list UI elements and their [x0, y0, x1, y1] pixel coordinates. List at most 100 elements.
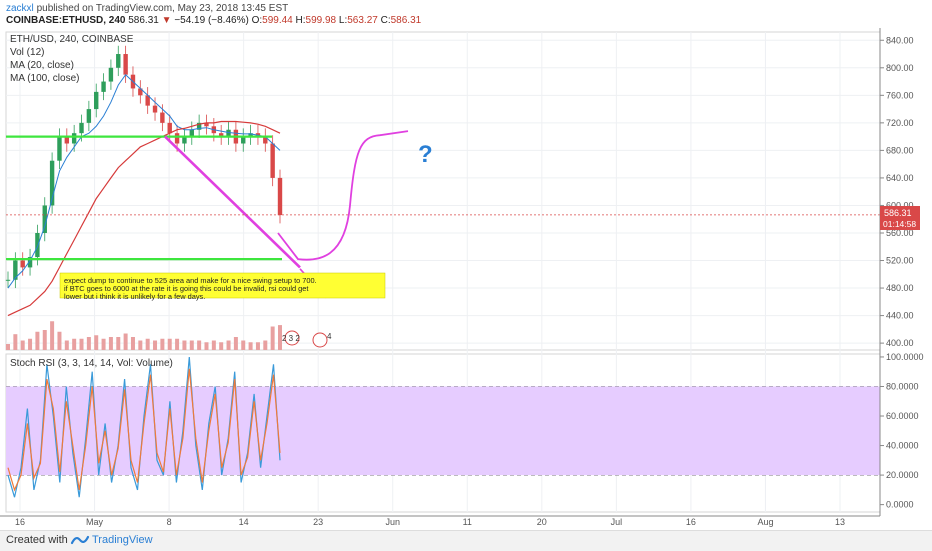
tradingview-logo-icon[interactable] [70, 533, 90, 547]
volume-bar [175, 338, 180, 350]
volume-bar [241, 340, 246, 350]
volume-bar [248, 342, 253, 350]
price-tick-label: 680.00 [886, 145, 914, 155]
price-badge-bg [880, 206, 920, 230]
volume-bar [57, 331, 62, 350]
volume-bar [50, 321, 55, 350]
volume-bar [255, 342, 260, 350]
volume-bar [130, 337, 135, 350]
trend-line[interactable] [164, 135, 301, 269]
candle-body [13, 260, 18, 280]
legend-ma100: MA (100, close) [10, 73, 79, 84]
volume-bar [160, 338, 165, 350]
candle-body [27, 257, 33, 268]
candle-body [49, 160, 55, 206]
high-value: 599.98 [305, 15, 337, 26]
time-tick-label: 11 [463, 517, 472, 527]
price-badge-countdown: 01:14:58 [883, 219, 916, 229]
volume-bar [35, 331, 40, 350]
footer: Created with TradingView [0, 530, 932, 551]
candle-body [138, 88, 143, 96]
volume-bar [20, 340, 25, 350]
price-tick-label: 480.00 [886, 283, 914, 293]
axes: 840.00 800.00 760.00 720.00 680.00 640.00 600.… [0, 28, 924, 527]
annotation-box [59, 272, 386, 299]
volume-bar [263, 340, 268, 350]
earnings-icon[interactable] [284, 330, 300, 346]
ohlc-bar: COINBASE:ETHUSD, 240 586.31 ▼ −54.19 (−8… [6, 15, 421, 27]
stoch-rsi-lines [7, 356, 281, 498]
open-value: 599.44 [262, 15, 293, 26]
volume-bars [6, 321, 282, 350]
time-tick-label: 8 [167, 517, 172, 527]
price-badge-price: 586.31 [884, 208, 912, 218]
stoch-rsi-line [7, 368, 281, 492]
high-label: H: [295, 15, 306, 26]
publish-info: published on TradingView.com, May 23, 20… [36, 3, 289, 14]
rsi-tick-label: 100.0000 [886, 352, 924, 362]
legend-ma20: MA (20, close) [10, 60, 74, 71]
candle-body [182, 136, 187, 144]
low-value: 563.27 [347, 15, 378, 26]
rsi-tick-label: 20.0000 [886, 470, 919, 480]
symbol-label: COINBASE:ETHUSD, 240 [6, 15, 126, 26]
annotation-note[interactable]: expect dump to continue to 525 area and … [59, 272, 386, 301]
price-tick-label: 760.00 [886, 90, 914, 100]
time-tick-label: 16 [15, 517, 25, 527]
time-tick-label: 14 [239, 517, 249, 527]
volume-bar [72, 338, 77, 350]
volume-bar [86, 337, 91, 350]
volume-bar [101, 338, 106, 350]
candle-body [94, 91, 99, 110]
time-tick-label: 13 [835, 517, 845, 527]
event-markers[interactable]: 2 3 2 4 [282, 330, 332, 348]
publish-header: zackxl published on TradingView.com, May… [6, 2, 288, 16]
dividend-icon[interactable] [312, 332, 328, 348]
candle-body [57, 136, 62, 161]
candle-body [263, 136, 268, 144]
price-tick-label: 640.00 [886, 173, 914, 183]
volume-bar [145, 338, 150, 350]
candle-body [204, 122, 209, 127]
candle-body [277, 177, 283, 216]
volume-bar [138, 340, 143, 350]
ma100-line [7, 120, 281, 317]
price-badge: 586.31 01:14:58 [880, 206, 920, 230]
price-tick-label: 600.00 [886, 200, 914, 210]
low-label: L: [338, 15, 348, 26]
candle-body [145, 95, 150, 106]
annotation-line-3: lower but i think it is unlikely for a f… [64, 292, 205, 301]
price-change: −54.19 (−8.46%) [174, 15, 249, 26]
volume-bar [233, 337, 238, 350]
volume-bar [108, 337, 113, 350]
candle-body [152, 105, 158, 113]
volume-bar [28, 338, 33, 350]
time-tick-label: 16 [686, 517, 696, 527]
last-price: 586.31 [128, 15, 159, 26]
annotation-line-1: expect dump to continue to 525 area and … [64, 276, 317, 285]
time-tick-label: Jun [385, 517, 400, 527]
legend-vol: Vol (12) [10, 47, 44, 58]
rsi-tick-label: 80.0000 [886, 381, 919, 391]
candle-body [270, 143, 275, 178]
volume-bar [219, 342, 224, 350]
candles [5, 45, 283, 289]
candle-body [108, 67, 114, 82]
volume-bar [123, 333, 128, 350]
candle-body [79, 122, 84, 134]
candle-body [64, 136, 70, 144]
forecast-path[interactable] [277, 130, 409, 261]
candle-body [160, 112, 165, 123]
rsi-label: Stoch RSI (3, 3, 14, 14, Vol: Volume) [10, 358, 173, 369]
price-pane-frame [5, 31, 881, 351]
legend-title: ETH/USD, 240, COINBASE [10, 34, 134, 45]
tradingview-brand[interactable]: TradingView [92, 534, 153, 546]
author-name[interactable]: zackxl [6, 3, 34, 14]
stoch-rsi-line [7, 356, 281, 498]
volume-bar [189, 340, 194, 350]
chart-canvas[interactable]: 840.00 800.00 760.00 720.00 680.00 640.00 600.… [0, 0, 932, 530]
candle-body [218, 133, 224, 137]
candle-body [174, 133, 180, 144]
rsi-tick-label: 60.0000 [886, 411, 919, 421]
price-tick-label: 720.00 [886, 118, 914, 128]
